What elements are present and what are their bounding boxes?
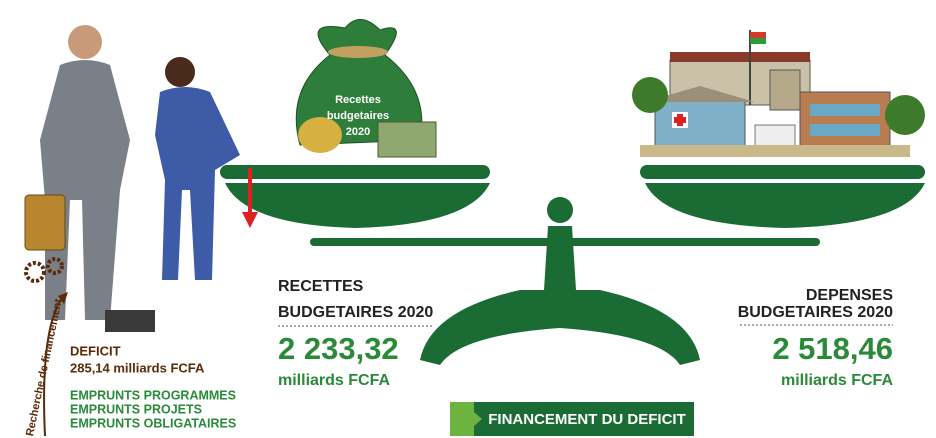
- deficit-arrow-head: [242, 212, 258, 228]
- buildings-illustration: [632, 30, 925, 157]
- handshake-illustration: [25, 25, 240, 332]
- recettes-unit: milliards FCFA: [278, 372, 390, 389]
- badge-accent: [450, 402, 474, 436]
- deficit-item: EMPRUNTS PROJETS: [70, 402, 202, 416]
- gear: [26, 263, 44, 281]
- financing-label: FINANCEMENT DU DEFICIT: [488, 411, 686, 428]
- recettes-value: 2 233,32: [278, 331, 399, 366]
- bag-label: 2020: [346, 126, 370, 138]
- bag-label: Recettes: [335, 94, 381, 106]
- deficit-item: EMPRUNTS OBLIGATAIRES: [70, 416, 236, 430]
- depenses-unit: milliards FCFA: [781, 372, 893, 389]
- infographic: Recettes budgetaires 2020 Recherche de f…: [0, 0, 936, 438]
- depenses-value: 2 518,46: [772, 331, 893, 366]
- deficit-title: DEFICIT: [70, 343, 121, 358]
- recettes-label: RECETTES: [278, 278, 364, 295]
- deficit-item: EMPRUNTS PROGRAMMES: [70, 388, 236, 402]
- depenses-label: BUDGETAIRES 2020: [738, 304, 893, 321]
- recettes-label: BUDGETAIRES 2020: [278, 304, 433, 321]
- bag-label: budgetaires: [327, 110, 389, 122]
- deficit-amount: 285,14 milliards FCFA: [70, 360, 205, 375]
- depenses-label: DEPENSES: [806, 287, 893, 304]
